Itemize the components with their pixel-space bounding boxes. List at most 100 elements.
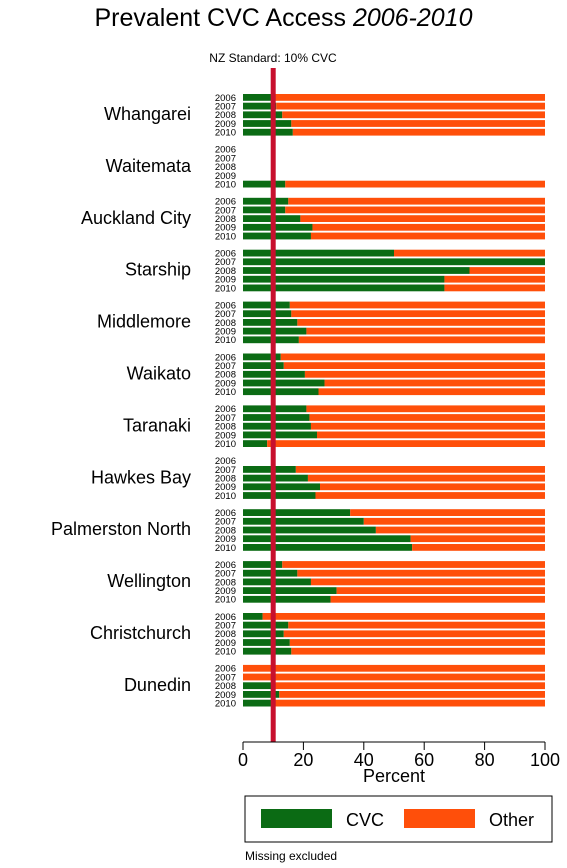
bar-other bbox=[444, 275, 545, 283]
bar-other bbox=[336, 587, 545, 594]
bar-other bbox=[444, 284, 545, 292]
year-label: 2009 bbox=[215, 534, 236, 545]
bar-cvc bbox=[243, 197, 289, 205]
year-label: 2009 bbox=[215, 119, 236, 130]
year-label: 2009 bbox=[215, 171, 236, 182]
year-label: 2007 bbox=[215, 102, 236, 113]
bar-other bbox=[324, 379, 545, 387]
bar-other bbox=[291, 120, 545, 127]
year-label: 2007 bbox=[215, 153, 236, 164]
legend: CVC Other bbox=[244, 795, 553, 843]
year-label: 2010 bbox=[215, 231, 236, 242]
year-label: 2009 bbox=[215, 482, 236, 493]
group-label: Hawkes Bay bbox=[91, 467, 191, 487]
group-label: Auckland City bbox=[81, 208, 191, 228]
bar-cvc bbox=[243, 111, 283, 119]
bar-cvc bbox=[243, 128, 293, 136]
bar-cvc bbox=[243, 569, 298, 577]
bar-other bbox=[288, 621, 545, 629]
bar-cvc bbox=[243, 535, 411, 543]
year-label: 2008 bbox=[215, 370, 236, 381]
bar-cvc bbox=[243, 422, 311, 430]
bar-other bbox=[394, 249, 545, 257]
year-label: 2008 bbox=[215, 110, 236, 121]
bar-other bbox=[298, 336, 545, 344]
bar-other bbox=[282, 561, 545, 568]
bar-other bbox=[279, 691, 545, 698]
bar-cvc bbox=[243, 232, 311, 240]
bar-cvc bbox=[243, 492, 316, 499]
bar-other bbox=[469, 267, 545, 274]
bar-other bbox=[312, 223, 545, 231]
bar-cvc bbox=[243, 691, 280, 698]
x-tick-label: 80 bbox=[475, 750, 495, 770]
bar-other bbox=[285, 180, 545, 188]
bar-cvc bbox=[243, 102, 277, 110]
year-label: 2006 bbox=[215, 612, 236, 623]
x-tick-label: 60 bbox=[414, 750, 434, 770]
year-label: 2009 bbox=[215, 223, 236, 234]
x-axis: 0 20 40 60 80 100 bbox=[238, 741, 560, 770]
bar-cvc bbox=[243, 526, 376, 534]
group-label: Starship bbox=[125, 260, 191, 280]
bar-other bbox=[280, 353, 545, 361]
bar-other bbox=[304, 370, 545, 378]
bar-other bbox=[291, 310, 545, 318]
chart-title-years: 2006-2010 bbox=[352, 4, 473, 32]
year-label: 2007 bbox=[215, 517, 236, 528]
bar-other bbox=[282, 111, 545, 119]
bar-cvc bbox=[243, 275, 445, 283]
bar-cvc bbox=[243, 94, 272, 101]
year-label: 2008 bbox=[215, 577, 236, 588]
bar-other bbox=[273, 682, 545, 690]
bar-other bbox=[350, 509, 545, 516]
year-label: 2010 bbox=[215, 180, 236, 191]
bar-other bbox=[295, 466, 545, 473]
bar-other bbox=[288, 197, 545, 205]
year-label: 2006 bbox=[215, 93, 236, 104]
bar-other bbox=[315, 492, 545, 499]
year-label: 2010 bbox=[215, 543, 236, 554]
bar-cvc bbox=[243, 613, 263, 620]
bar-other bbox=[306, 405, 545, 413]
group-label: Dunedin bbox=[124, 675, 191, 695]
bar-cvc bbox=[243, 587, 337, 594]
bar-cvc bbox=[243, 388, 319, 396]
bar-cvc bbox=[243, 517, 364, 525]
year-label: 2008 bbox=[215, 474, 236, 485]
bar-cvc bbox=[243, 431, 317, 439]
chart-title-main: Prevalent CVC Access bbox=[94, 4, 346, 32]
chart-title: Prevalent CVC Access 2006-2010 bbox=[0, 4, 567, 33]
year-label: 2010 bbox=[215, 387, 236, 398]
bar-cvc bbox=[243, 509, 351, 516]
bar-other bbox=[310, 232, 545, 240]
bar-cvc bbox=[243, 379, 325, 387]
group-label: Palmerston North bbox=[51, 519, 191, 539]
year-label: 2009 bbox=[215, 378, 236, 389]
bar-cvc bbox=[243, 362, 284, 369]
year-label: 2010 bbox=[215, 699, 236, 710]
year-label: 2006 bbox=[215, 508, 236, 519]
bar-cvc bbox=[243, 301, 290, 309]
year-label: 2008 bbox=[215, 629, 236, 640]
year-label: 2008 bbox=[215, 214, 236, 225]
bar-other bbox=[291, 647, 545, 655]
bar-other bbox=[283, 362, 545, 369]
year-label: 2007 bbox=[215, 257, 236, 268]
x-tick-label: 0 bbox=[238, 750, 248, 770]
x-tick-label: 40 bbox=[354, 750, 374, 770]
year-label: 2006 bbox=[215, 249, 236, 260]
bar-other bbox=[243, 673, 545, 681]
bar-cvc bbox=[243, 258, 545, 266]
x-tick-label: 20 bbox=[293, 750, 313, 770]
bar-other bbox=[292, 128, 545, 136]
